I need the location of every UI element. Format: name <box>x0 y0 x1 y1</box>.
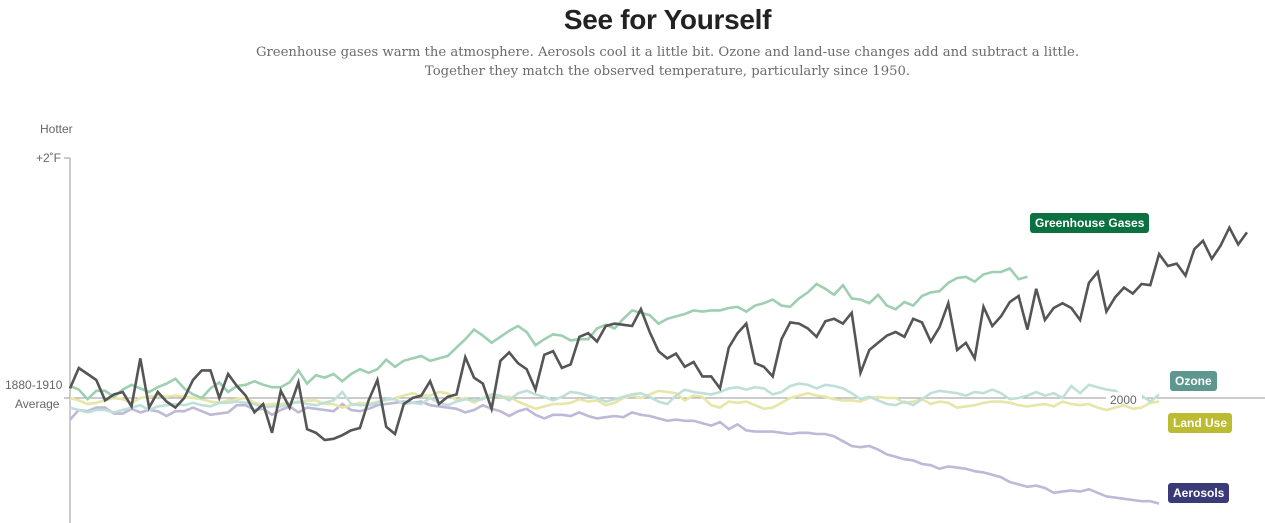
land-use-label: Land Use <box>1168 413 1233 433</box>
axes <box>64 157 1265 523</box>
aerosols-label: Aerosols <box>1168 483 1230 503</box>
ozone-line <box>69 382 1160 414</box>
series-lines <box>68 224 1249 505</box>
greenhouse-gases-label: Greenhouse Gases <box>1030 213 1150 233</box>
x-tick-label-bg <box>1106 392 1142 404</box>
y-axis-top-tick-label: +2˚F <box>36 151 62 165</box>
observed-line <box>68 224 1249 442</box>
x-tick-label-2000: 2000 <box>1110 393 1137 407</box>
subtitle-line-1: Greenhouse gases warm the atmosphere. Ae… <box>255 45 1080 60</box>
aerosols-line <box>69 400 1160 505</box>
greenhouse-line <box>69 266 1028 402</box>
baseline-label-line-1: 1880-1910 <box>5 378 63 392</box>
ozone-label: Ozone <box>1170 371 1217 391</box>
y-axis-hotter-label: Hotter <box>40 122 73 136</box>
page-title: See for Yourself <box>563 4 772 35</box>
land-use-line <box>69 389 1160 412</box>
subtitle-line-2: Together they match the observed tempera… <box>424 64 911 79</box>
baseline-label-line-2: Average <box>15 397 60 411</box>
subtitle: Greenhouse gases warm the atmosphere. Ae… <box>0 43 1265 81</box>
